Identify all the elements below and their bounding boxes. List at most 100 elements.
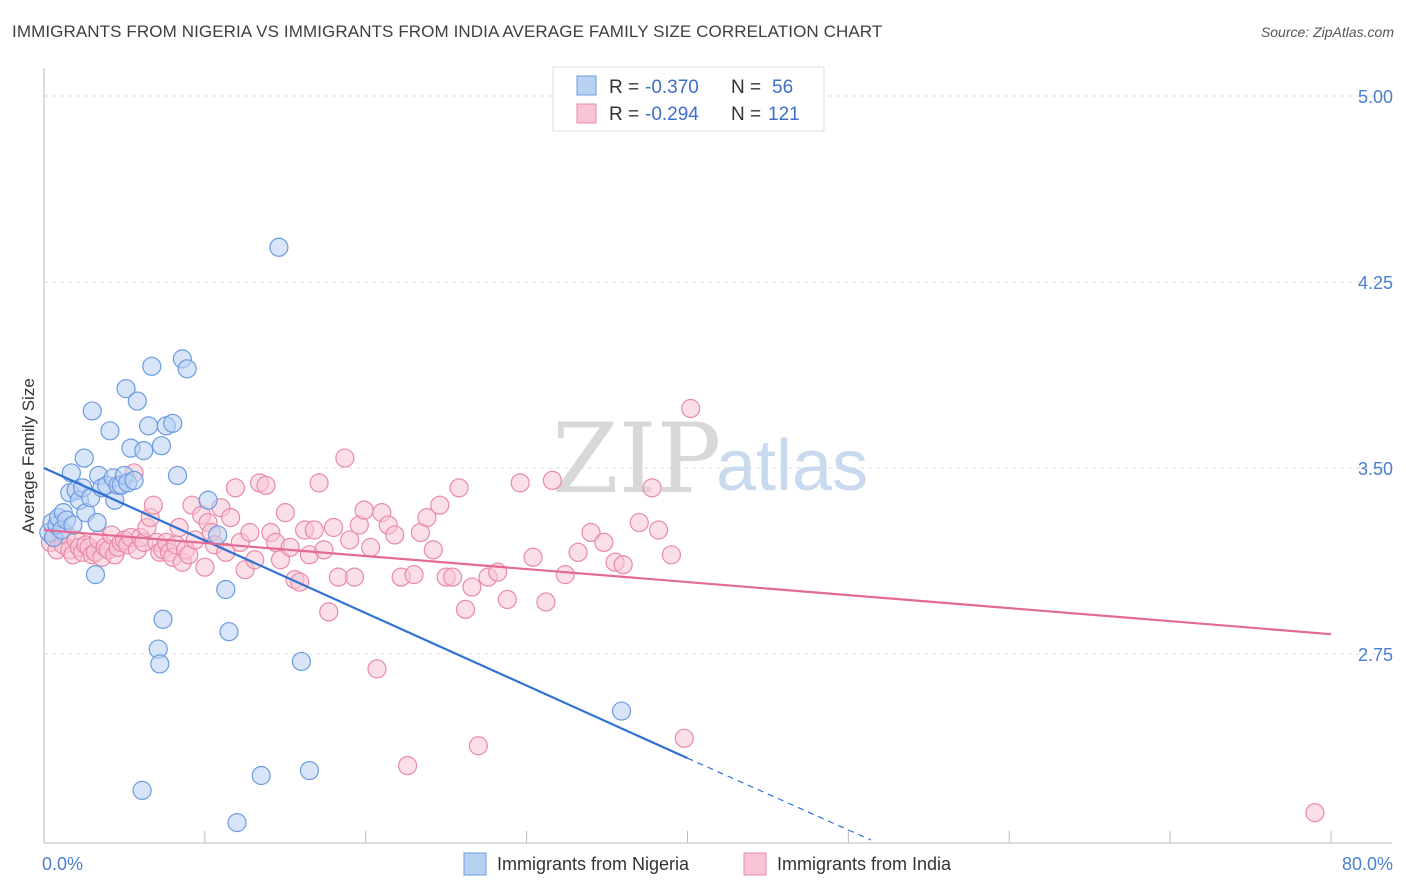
data-point: [385, 525, 405, 545]
data-point: [449, 478, 469, 498]
chart-title: IMMIGRANTS FROM NIGERIA VS IMMIGRANTS FR…: [12, 22, 883, 41]
data-point: [555, 565, 575, 585]
data-point: [269, 237, 289, 257]
data-point: [142, 356, 162, 376]
bottom-legend-label-nigeria: Immigrants from Nigeria: [497, 854, 690, 874]
bottom-legend-label-india: Immigrants from India: [777, 854, 952, 874]
data-point: [240, 522, 260, 543]
y-tick-label: 5.00: [1358, 87, 1393, 107]
bottom-legend-swatch-nigeria: [463, 852, 487, 876]
trend-lines: [43, 466, 1332, 841]
trend-line-india: [43, 528, 1332, 636]
data-point: [497, 589, 517, 610]
data-point: [87, 512, 107, 533]
data-point: [367, 659, 387, 679]
data-point: [462, 577, 482, 597]
data-point: [82, 401, 102, 421]
data-point: [661, 545, 682, 565]
legend-r-value-india: -0.294: [645, 104, 699, 125]
data-point: [195, 557, 215, 577]
data-point: [629, 512, 649, 533]
data-point: [138, 416, 159, 436]
trend-line-nigeria: [43, 466, 688, 760]
data-point: [208, 525, 228, 545]
y-tick-label: 2.75: [1358, 645, 1393, 665]
data-point: [319, 602, 339, 622]
data-point: [642, 478, 662, 498]
watermark-atlas: atlas: [716, 426, 868, 506]
data-point: [417, 507, 437, 528]
data-point: [151, 436, 172, 456]
data-point: [219, 622, 239, 642]
data-point: [309, 473, 329, 493]
x-tick-label-min: 0.0%: [42, 854, 83, 874]
data-point: [132, 780, 152, 801]
data-point: [681, 398, 701, 419]
data-point: [674, 728, 694, 748]
data-point: [85, 565, 106, 585]
legend-box: [552, 66, 825, 132]
data-point: [536, 592, 556, 612]
y-tick-label: 4.25: [1358, 273, 1393, 293]
data-point: [443, 567, 463, 587]
legend: R = -0.370 N = 56 R = -0.294 N = 121: [552, 66, 825, 132]
data-point: [510, 473, 530, 493]
data-point: [542, 470, 562, 490]
data-point: [611, 701, 632, 721]
data-point: [290, 572, 310, 592]
legend-n-label-india: N =: [731, 104, 761, 125]
legend-r-value-nigeria: -0.370: [645, 77, 699, 98]
watermark-zip: ZIP: [552, 403, 721, 515]
data-point: [1305, 803, 1325, 823]
data-point: [63, 515, 83, 535]
x-tick-label-max: 80.0%: [1342, 854, 1393, 874]
legend-r-label-nigeria: R =: [609, 77, 639, 98]
axes: [43, 68, 1392, 844]
data-point: [328, 567, 349, 587]
legend-r-label-india: R =: [609, 104, 639, 125]
data-point: [134, 441, 154, 461]
data-point: [163, 413, 183, 433]
data-point: [594, 532, 614, 553]
data-point: [304, 520, 324, 540]
trend-line-nigeria-extension: [687, 757, 872, 841]
data-point: [613, 555, 633, 575]
data-point: [275, 503, 295, 523]
data-point: [153, 609, 173, 629]
data-point: [227, 813, 247, 833]
data-point: [430, 495, 450, 515]
data-point: [124, 470, 144, 490]
data-point: [323, 517, 344, 538]
data-point: [568, 542, 588, 562]
legend-n-value-india: 121: [768, 104, 800, 125]
data-point: [167, 465, 188, 486]
data-point: [256, 475, 276, 495]
data-point: [225, 478, 246, 498]
data-point: [648, 520, 669, 540]
data-point: [581, 522, 601, 543]
data-point: [169, 517, 189, 538]
data-point: [404, 565, 424, 585]
data-point: [340, 530, 360, 550]
data-point: [143, 495, 163, 515]
data-point: [455, 599, 476, 619]
data-point: [354, 500, 374, 520]
y-tick-labels: 2.75 3.50 4.25 5.00: [1358, 87, 1393, 665]
chart-source: Source: ZipAtlas.com: [1260, 24, 1394, 40]
data-point: [127, 391, 147, 411]
bottom-legend: Immigrants from Nigeria Immigrants from …: [463, 852, 952, 876]
data-point: [299, 760, 320, 781]
data-point: [100, 421, 120, 441]
gridlines: [44, 95, 1392, 655]
legend-swatch-nigeria: [576, 75, 597, 96]
data-point: [216, 579, 236, 600]
nigeria-points: [39, 237, 632, 833]
data-point: [468, 736, 488, 756]
data-point: [74, 448, 94, 468]
x-ticks: [43, 831, 1332, 843]
data-point: [280, 537, 300, 557]
data-point: [523, 547, 543, 567]
data-point: [314, 540, 334, 560]
data-point: [291, 651, 311, 672]
